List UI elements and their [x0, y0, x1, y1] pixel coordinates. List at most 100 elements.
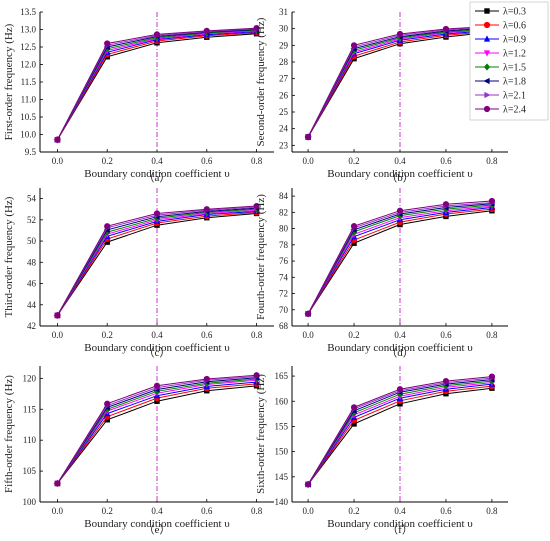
legend-item: λ=1.2	[475, 49, 526, 60]
x-tick-label: 0.6	[440, 506, 452, 516]
series-λ=2.4	[54, 372, 260, 487]
data-point	[203, 206, 210, 213]
series-λ=2.4	[54, 25, 260, 143]
data-point	[203, 27, 210, 34]
x-axis-title: Boundary condition coefficient υ	[327, 168, 473, 180]
y-tick-label: 25	[279, 107, 289, 117]
legend-label: λ=0.3	[503, 7, 526, 18]
data-point	[54, 312, 61, 319]
x-axis-title: Boundary condition coefficient υ	[84, 342, 230, 354]
x-tick-label: 0.6	[201, 506, 213, 516]
x-tick-label: 0.0	[52, 156, 64, 166]
y-tick-label: 100	[23, 497, 37, 507]
data-point	[442, 378, 450, 385]
x-tick-label: 0.6	[201, 156, 213, 166]
y-tick-label: 10.5	[20, 112, 36, 122]
x-tick-label: 0.4	[151, 330, 163, 340]
legend-marker	[483, 105, 491, 113]
y-tick-label: 12.5	[20, 42, 36, 52]
data-point	[104, 239, 110, 245]
panel-caption: （b）	[386, 171, 414, 184]
data-point	[351, 240, 357, 246]
data-point	[304, 481, 312, 488]
data-point	[203, 375, 210, 383]
y-tick-label: 110	[23, 435, 37, 445]
data-point	[442, 25, 450, 33]
y-tick-label: 28	[279, 57, 289, 67]
legend-label: λ=1.8	[503, 77, 526, 88]
series-λ=1.5	[304, 377, 496, 488]
data-point	[488, 197, 496, 205]
legend-marker	[484, 91, 491, 99]
x-tick-label: 0.6	[440, 156, 452, 166]
y-tick-label: 72	[279, 289, 288, 299]
data-point	[350, 223, 358, 230]
legend-marker	[483, 77, 490, 85]
x-tick-label: 0.4	[394, 330, 406, 340]
y-tick-label: 31	[279, 7, 288, 17]
x-tick-label: 0.2	[102, 156, 113, 166]
data-point	[104, 40, 111, 47]
y-tick-label: 105	[23, 466, 37, 476]
data-point	[153, 210, 161, 217]
y-tick-label: 13.0	[20, 25, 36, 35]
y-tick-label: 54	[27, 194, 37, 204]
y-tick-label: 155	[275, 421, 289, 431]
y-tick-label: 46	[27, 279, 37, 289]
panel-caption: （f）	[387, 523, 413, 536]
legend-item: λ=0.6	[475, 21, 526, 32]
legend: λ=0.3 λ=0.6 λ=0.9 λ=1.2 λ=1.5 λ=1.8 λ=2.1 λ=2.4	[469, 1, 549, 121]
data-point	[104, 400, 111, 407]
y-axis-title: Sixth-order frequency (Hz)	[255, 374, 267, 494]
x-tick-label: 0.0	[52, 506, 64, 516]
y-tick-label: 80	[279, 224, 289, 234]
x-tick-label: 0.4	[394, 506, 406, 516]
y-tick-label: 12.0	[20, 60, 36, 70]
data-point	[488, 373, 496, 380]
legend-item: λ=0.9	[475, 35, 526, 46]
y-tick-label: 29	[279, 40, 289, 50]
data-point	[104, 223, 111, 230]
panel-c: 0.0 0.2 0.4 0.6 0.8 42 44 46 48 50 52 54 Boundary co…	[3, 188, 274, 359]
y-tick-label: 10.0	[20, 130, 36, 140]
data-point	[304, 133, 312, 141]
x-axis-title: Boundary condition coefficient υ	[84, 168, 230, 180]
legend-label: λ=2.4	[503, 105, 526, 116]
y-tick-label: 11.0	[21, 95, 37, 105]
data-point	[350, 42, 358, 49]
y-tick-label: 120	[23, 373, 37, 383]
y-tick-label: 82	[279, 207, 288, 217]
y-axis-title: Third-order frequency (Hz)	[3, 196, 15, 317]
y-tick-label: 42	[27, 321, 36, 331]
data-point	[54, 136, 61, 143]
panel-caption: （e）	[144, 523, 171, 536]
y-tick-label: 30	[279, 24, 289, 34]
x-tick-label: 0.2	[348, 156, 359, 166]
data-point	[351, 421, 357, 427]
y-tick-label: 50	[27, 236, 37, 246]
y-tick-label: 160	[275, 396, 289, 406]
y-axis-title: Second-order frequency (Hz)	[255, 17, 267, 146]
x-tick-label: 0.8	[486, 506, 498, 516]
y-axis-title: First-order frequency (Hz)	[3, 23, 15, 140]
x-tick-label: 0.0	[302, 506, 314, 516]
data-point	[253, 202, 260, 210]
x-tick-label: 0.2	[102, 330, 113, 340]
y-tick-label: 52	[27, 215, 36, 225]
legend-label: λ=1.2	[503, 49, 526, 60]
x-axis-title: Boundary condition coefficient υ	[327, 518, 473, 530]
y-tick-label: 24	[279, 124, 289, 134]
series-λ=2.4	[304, 373, 496, 488]
y-tick-label: 165	[275, 371, 289, 381]
y-tick-label: 23	[279, 140, 289, 150]
legend-label: λ=0.9	[503, 35, 526, 46]
y-tick-label: 150	[275, 447, 289, 457]
legend-marker	[483, 35, 491, 42]
legend-label: λ=1.5	[503, 63, 526, 74]
series-λ=2.4	[304, 197, 496, 317]
y-tick-label: 140	[275, 497, 289, 507]
data-point	[442, 201, 450, 208]
data-point	[153, 31, 161, 38]
y-tick-label: 11.5	[21, 77, 37, 87]
x-tick-label: 0.2	[348, 506, 359, 516]
